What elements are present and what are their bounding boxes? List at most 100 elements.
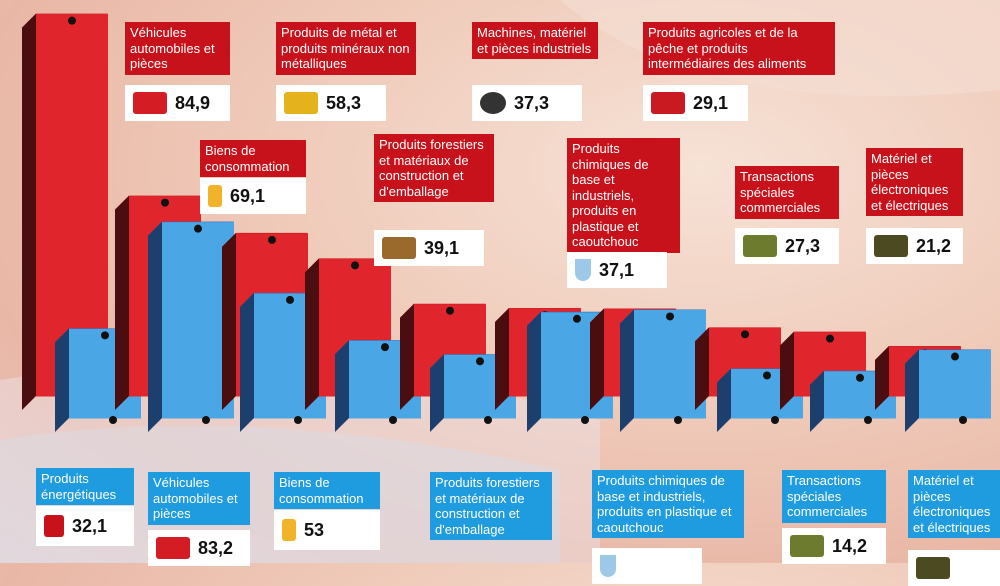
blue-bar-2-dot (286, 295, 294, 304)
red-bar-2-side (222, 232, 236, 410)
value-box: 84,9 (125, 85, 230, 121)
label-text: Machines, matériel et pièces industriels (472, 22, 598, 59)
blue-bar-8-dot (856, 373, 864, 382)
red-bar-7-side (695, 327, 709, 410)
car-icon (133, 92, 167, 114)
blue-bar-base-dot-0 (109, 416, 117, 424)
red-bar-8-dot (826, 334, 834, 343)
label-text: Produits forestiers et matériaux de cons… (430, 472, 552, 540)
blue-bar-6-side (620, 309, 634, 432)
blue-bar-base-dot-6 (674, 416, 682, 424)
value-box: 58,3 (276, 85, 386, 121)
blue-bar-2-side (240, 292, 254, 432)
blue-bar-base-dot-9 (959, 416, 967, 424)
blue-bar-4-dot (476, 357, 484, 366)
red-bar-4-side (400, 303, 414, 410)
blue-bar-5-dot (573, 314, 581, 323)
value-box: 32,1 (36, 506, 134, 546)
blue-bar-base-dot-3 (389, 416, 397, 424)
label-text: Produits chimiques de base et industriel… (567, 138, 680, 253)
flask-icon (600, 555, 616, 577)
bottle-icon (208, 185, 222, 207)
value: 14,2 (832, 535, 868, 556)
bar-chart (22, 13, 991, 432)
value: 27,3 (785, 235, 821, 256)
label-text: Biens de consommation (274, 472, 380, 509)
value: 37,3 (514, 92, 550, 113)
label-text: Matériel et pièces électroniques et élec… (908, 470, 1000, 538)
red-bar-0-dot (68, 16, 76, 25)
red-bar-5-side (495, 307, 509, 410)
label-text: Produits chimiques de base et industriel… (592, 470, 744, 538)
red-bar-6-side (590, 308, 604, 410)
red-bar-1-side (115, 195, 129, 410)
money-icon (743, 235, 777, 257)
money-icon (790, 535, 824, 557)
value-box (592, 548, 702, 584)
blue-bar-base-dot-5 (581, 416, 589, 424)
blue-bar-4-side (430, 354, 444, 432)
blue-bar-6-dot (666, 312, 674, 321)
red-bar-2-dot (268, 235, 276, 244)
value-box: 14,2 (782, 528, 886, 564)
value: 84,9 (175, 92, 211, 113)
blue-bar-base-dot-8 (864, 416, 872, 424)
red-bar-3-side (305, 258, 319, 410)
logs-icon (382, 237, 416, 259)
blue-bar-0-side (55, 328, 69, 432)
value-box (908, 550, 1000, 586)
value: 53 (304, 519, 325, 540)
blue-bar-base-dot-4 (484, 416, 492, 424)
blue-bar-base-dot-1 (202, 416, 210, 424)
blue-bar-3-dot (381, 343, 389, 352)
label-text: Biens de consommation (200, 140, 306, 177)
blue-bar-0-dot (101, 331, 109, 340)
value-box: 37,1 (567, 252, 667, 288)
value: 58,3 (326, 92, 362, 113)
gold-bars-icon (284, 92, 318, 114)
blue-bar-8-side (810, 370, 824, 432)
red-bar-1-dot (161, 198, 169, 207)
chip-icon (874, 235, 908, 257)
blue-bar-1-side (148, 221, 162, 432)
car-icon (156, 537, 190, 559)
value-box: 29,1 (643, 85, 748, 121)
value-box: 83,2 (148, 530, 250, 566)
value-box: 53 (274, 510, 380, 550)
red-bar-7-dot (741, 330, 749, 339)
label-text: Produits énergétiques (36, 468, 134, 505)
blue-bar-1-dot (194, 224, 202, 233)
label-text: Véhicules automobiles et pièces (148, 472, 250, 525)
blue-bar-7-side (717, 368, 731, 432)
label-text: Transactions spéciales commerciales (735, 166, 839, 219)
label-text: Matériel et pièces électroniques et élec… (866, 148, 963, 216)
gears-icon (480, 92, 506, 114)
chip-icon (916, 557, 950, 579)
bottle-icon (282, 519, 296, 541)
blue-bar-base-dot-2 (294, 416, 302, 424)
label-text: Produits forestiers et matériaux de cons… (374, 134, 494, 202)
value: 83,2 (198, 537, 234, 558)
red-bar-4-dot (446, 306, 454, 315)
blue-bar-base-dot-7 (771, 416, 779, 424)
blue-bar-3-side (335, 340, 349, 432)
blue-bar-5-side (527, 311, 541, 432)
value-box: 27,3 (735, 228, 839, 264)
value: 32,1 (72, 515, 108, 536)
fuel-can-icon (44, 515, 64, 537)
value-box: 69,1 (200, 178, 306, 214)
value-box: 39,1 (374, 230, 484, 266)
label-text: Produits agricoles et de la pêche et pro… (643, 22, 835, 75)
value: 29,1 (693, 92, 729, 113)
blue-bar-9-front (919, 350, 991, 419)
red-bar-8-side (780, 331, 794, 410)
tractor-icon (651, 92, 685, 114)
value-box: 21,2 (866, 228, 963, 264)
blue-bar-9-side (905, 349, 919, 432)
value: 69,1 (230, 185, 266, 206)
blue-bar-9-dot (951, 352, 959, 361)
flask-icon (575, 259, 591, 281)
label-text: Véhicules automobiles et pièces (125, 22, 230, 75)
value: 39,1 (424, 237, 460, 258)
blue-bar-7-dot (763, 371, 771, 380)
